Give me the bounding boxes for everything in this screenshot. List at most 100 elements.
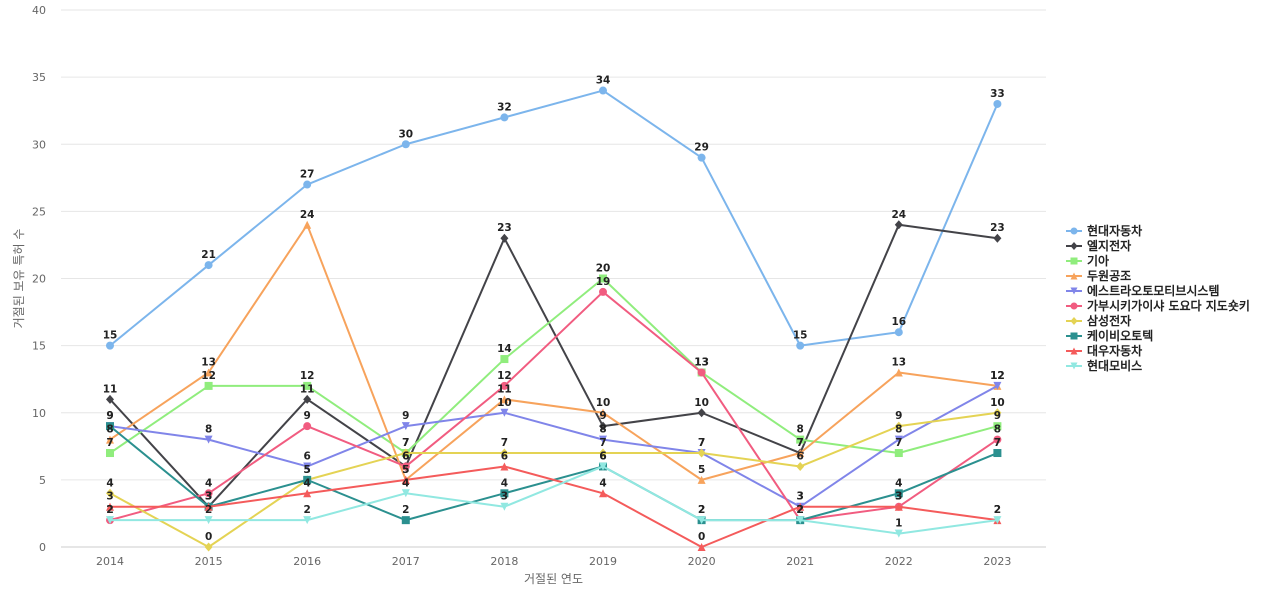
series-4[interactable] xyxy=(106,220,1002,484)
data-point[interactable] xyxy=(894,368,903,377)
legend-item[interactable]: 기아 xyxy=(1066,253,1109,268)
series-line[interactable] xyxy=(109,385,998,508)
data-point[interactable] xyxy=(500,489,509,498)
data-point[interactable] xyxy=(204,516,213,525)
series-2[interactable] xyxy=(106,220,1002,512)
data-point[interactable] xyxy=(894,529,903,538)
series-9[interactable] xyxy=(106,462,1002,551)
data-point[interactable] xyxy=(697,153,706,162)
data-point[interactable] xyxy=(599,435,607,444)
data-point[interactable] xyxy=(204,368,213,377)
data-point[interactable] xyxy=(401,422,410,431)
data-point[interactable] xyxy=(401,448,410,458)
data-point[interactable] xyxy=(204,502,213,511)
data-point[interactable] xyxy=(993,449,1002,458)
data-point[interactable] xyxy=(500,448,509,458)
series-7[interactable] xyxy=(106,408,1002,552)
data-point[interactable] xyxy=(697,543,706,551)
series-10[interactable] xyxy=(106,462,1002,538)
data-point[interactable] xyxy=(599,448,607,458)
data-point[interactable] xyxy=(599,421,607,431)
data-point[interactable] xyxy=(401,489,410,498)
data-point[interactable] xyxy=(894,489,903,498)
data-point[interactable] xyxy=(993,435,1002,444)
data-point[interactable] xyxy=(697,475,706,484)
series-6[interactable] xyxy=(106,287,1002,525)
series-3[interactable] xyxy=(106,274,1002,458)
data-point[interactable] xyxy=(993,99,1002,108)
data-point[interactable] xyxy=(106,502,114,511)
series-1[interactable] xyxy=(106,86,1002,350)
series-line[interactable] xyxy=(109,223,998,481)
data-point[interactable] xyxy=(303,180,312,189)
legend-item[interactable]: 현대모비스 xyxy=(1066,358,1142,373)
data-point[interactable] xyxy=(599,408,607,417)
data-point[interactable] xyxy=(500,233,509,243)
data-point[interactable] xyxy=(106,449,114,458)
legend-item[interactable]: 대우자동차 xyxy=(1066,343,1142,358)
data-point[interactable] xyxy=(303,475,312,484)
legend-item[interactable]: 두원공조 xyxy=(1066,269,1131,283)
series-line[interactable] xyxy=(109,89,999,347)
data-point[interactable] xyxy=(697,448,706,458)
data-point[interactable] xyxy=(401,462,410,471)
data-point[interactable] xyxy=(993,408,1002,418)
data-point[interactable] xyxy=(500,502,509,511)
data-point[interactable] xyxy=(500,408,509,417)
data-point[interactable] xyxy=(106,516,114,525)
data-point[interactable] xyxy=(303,462,312,471)
data-point[interactable] xyxy=(106,422,114,431)
data-point[interactable] xyxy=(796,341,805,350)
series-5[interactable] xyxy=(106,381,1002,511)
data-point[interactable] xyxy=(204,381,213,390)
data-point[interactable] xyxy=(894,220,903,230)
data-point[interactable] xyxy=(894,328,903,337)
data-point[interactable] xyxy=(204,542,213,552)
data-point[interactable] xyxy=(894,449,903,458)
data-point[interactable] xyxy=(993,422,1002,431)
data-point[interactable] xyxy=(106,488,114,498)
data-point[interactable] xyxy=(599,274,607,283)
series-line[interactable] xyxy=(109,411,998,548)
data-point[interactable] xyxy=(796,502,805,511)
data-point[interactable] xyxy=(993,381,1002,390)
legend-item[interactable]: 케이비오토텍 xyxy=(1066,328,1153,343)
data-point[interactable] xyxy=(599,287,607,296)
data-point[interactable] xyxy=(993,516,1002,525)
data-point[interactable] xyxy=(204,489,213,498)
data-point[interactable] xyxy=(303,422,312,431)
data-point[interactable] xyxy=(697,408,706,418)
data-point[interactable] xyxy=(500,113,509,122)
data-point[interactable] xyxy=(500,462,509,471)
data-point[interactable] xyxy=(894,502,903,511)
data-point[interactable] xyxy=(303,220,312,229)
data-point[interactable] xyxy=(204,261,213,270)
data-point[interactable] xyxy=(599,462,607,471)
data-point[interactable] xyxy=(106,394,114,404)
data-point[interactable] xyxy=(796,435,805,444)
series-line[interactable] xyxy=(109,290,998,522)
data-point[interactable] xyxy=(106,435,114,444)
data-point[interactable] xyxy=(894,421,903,431)
legend-item[interactable]: 삼성전자 xyxy=(1066,313,1131,328)
data-point[interactable] xyxy=(401,475,410,484)
data-point[interactable] xyxy=(303,516,312,525)
data-point[interactable] xyxy=(796,461,805,471)
data-point[interactable] xyxy=(894,435,903,444)
series-line[interactable] xyxy=(109,223,998,508)
legend-item[interactable]: 가부시키가이샤 도요다 지도숏키 xyxy=(1066,298,1250,313)
data-point[interactable] xyxy=(303,489,312,498)
data-point[interactable] xyxy=(303,381,312,390)
data-point[interactable] xyxy=(500,395,509,404)
data-point[interactable] xyxy=(500,381,509,390)
data-point[interactable] xyxy=(500,355,509,364)
data-point[interactable] xyxy=(697,516,706,525)
data-point[interactable] xyxy=(599,86,607,95)
legend-item[interactable]: 현대자동차 xyxy=(1066,223,1142,238)
data-point[interactable] xyxy=(599,489,607,498)
data-point[interactable] xyxy=(697,368,706,377)
data-point[interactable] xyxy=(401,140,410,149)
series-line[interactable] xyxy=(110,465,998,535)
data-point[interactable] xyxy=(204,435,213,444)
